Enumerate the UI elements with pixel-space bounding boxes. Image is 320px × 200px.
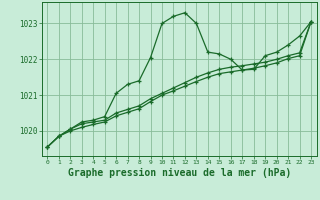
X-axis label: Graphe pression niveau de la mer (hPa): Graphe pression niveau de la mer (hPa) <box>68 168 291 178</box>
